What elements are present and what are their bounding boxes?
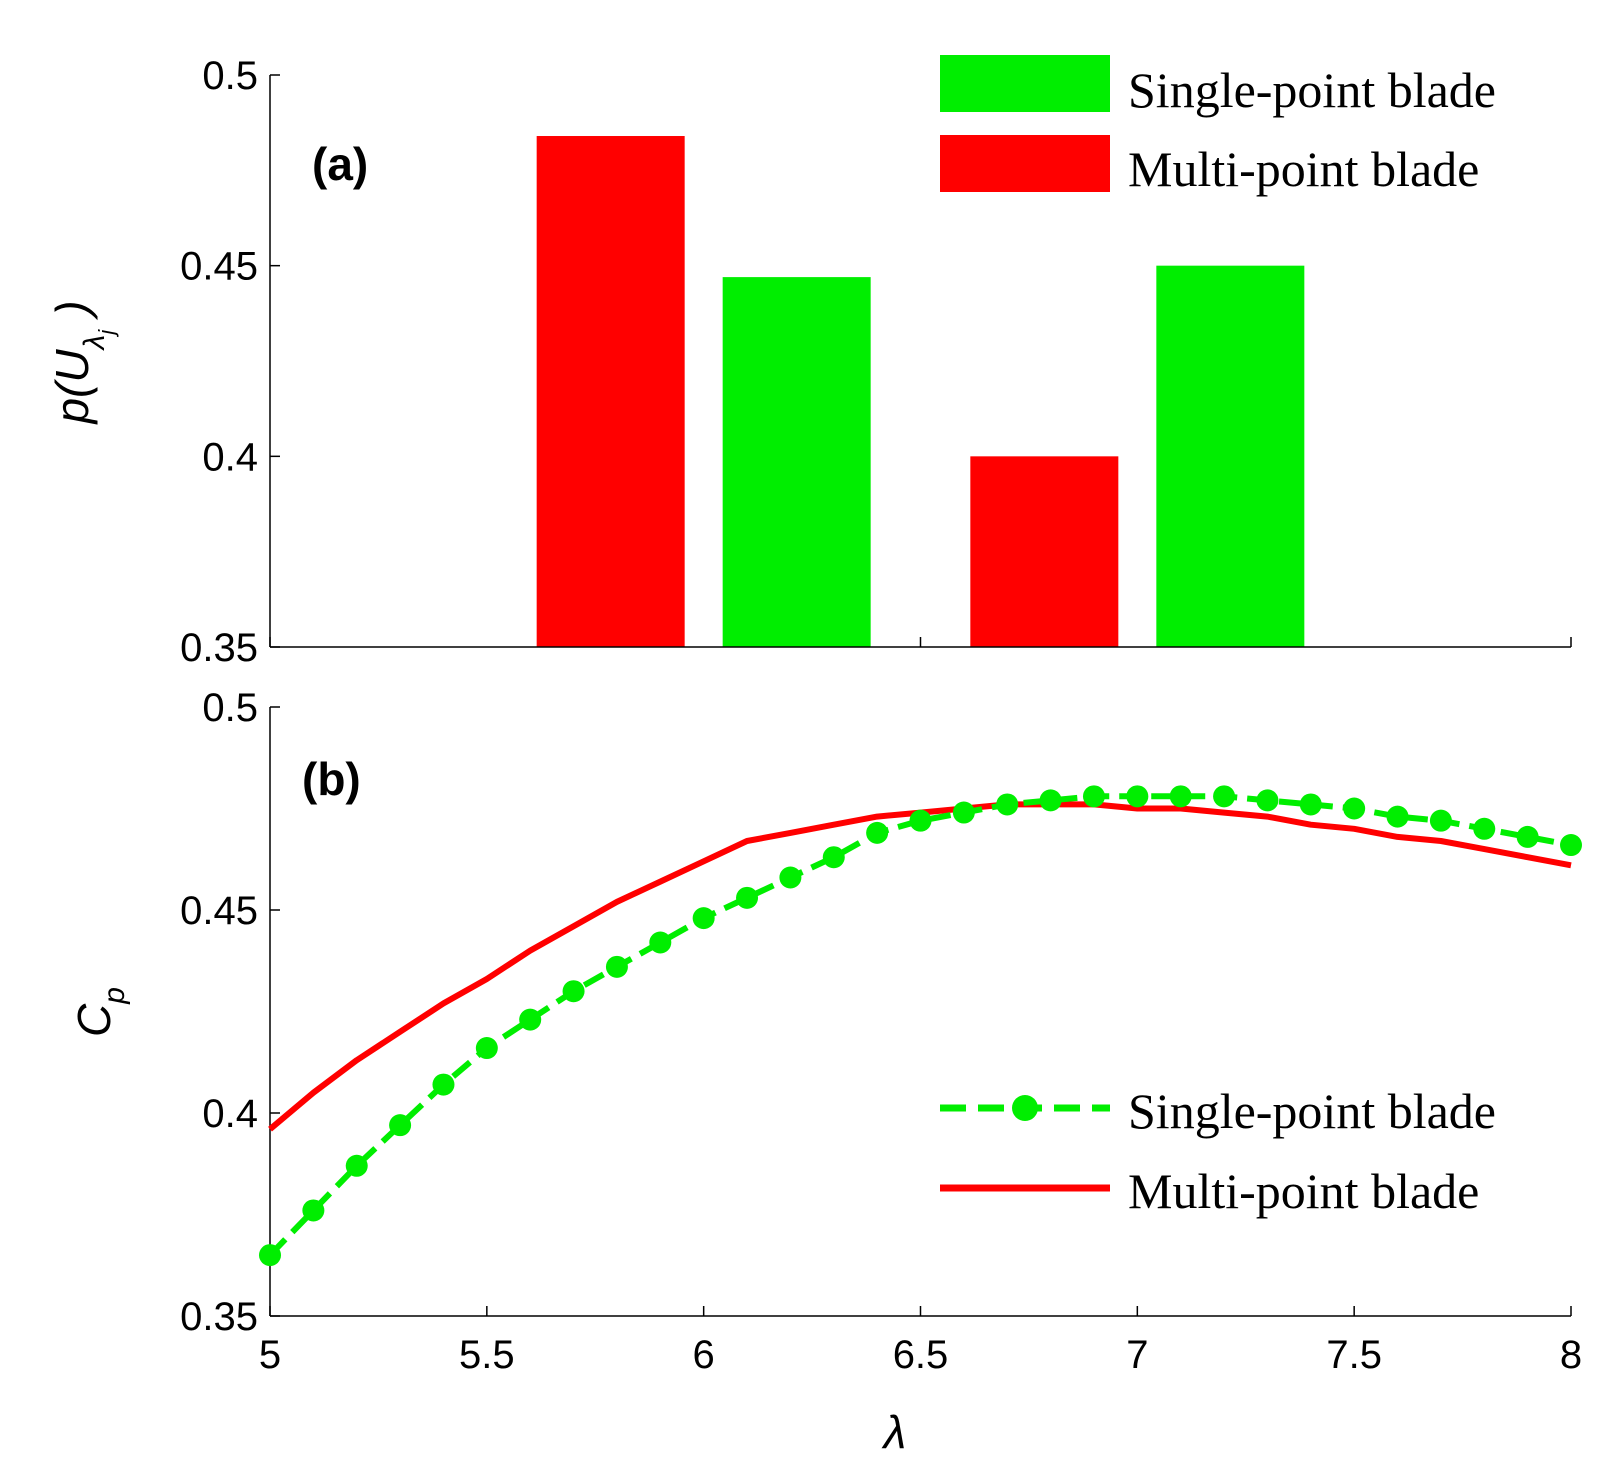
- legend-swatch-multi-point: [940, 135, 1110, 192]
- panel-a: 0.35 0.4 0.45 0.5 (a) Single-point blade Mu…: [46, 54, 1572, 670]
- point-single-point-11: [736, 886, 759, 909]
- point-single-point-30: [1560, 834, 1582, 857]
- legend-swatch-single-point: [940, 55, 1110, 112]
- point-single-point-25: [1343, 797, 1366, 820]
- panel-b-y-label: Cp: [68, 987, 131, 1037]
- point-single-point-8: [605, 955, 628, 978]
- y-tick-label-a-0: 0.35: [180, 626, 258, 670]
- point-single-point-1: [302, 1199, 325, 1222]
- point-single-point-2: [345, 1154, 368, 1177]
- point-single-point-10: [692, 907, 715, 930]
- point-single-point-29: [1516, 825, 1539, 848]
- panel-b-x-label: λ: [881, 1406, 907, 1458]
- y-label-base-b: C: [68, 1003, 120, 1037]
- y-tick-label-b-0: 0.35: [180, 1295, 258, 1339]
- y-tick-label-a-3: 0.5: [202, 54, 258, 98]
- point-single-point-5: [475, 1037, 498, 1060]
- legend-label-single-point: Single-point blade: [1128, 62, 1496, 118]
- y-label-close: ): [46, 300, 98, 320]
- y-label-sub-b: p: [98, 987, 131, 1005]
- point-single-point-16: [952, 801, 975, 824]
- point-single-point-3: [389, 1114, 412, 1137]
- x-tick-label-b-2: 6: [693, 1333, 715, 1377]
- point-single-point-23: [1256, 789, 1279, 812]
- point-single-point-22: [1213, 785, 1236, 808]
- point-single-point-12: [779, 866, 802, 889]
- x-tick-label-b-0: 5: [259, 1333, 281, 1377]
- panel-b-y-ticks: 0.35 0.4 0.45 0.5: [180, 686, 280, 1339]
- bar-single-point-0: [722, 277, 871, 647]
- panel-a-legend: Single-point blade Multi-point blade: [940, 55, 1496, 197]
- point-single-point-20: [1126, 785, 1149, 808]
- point-single-point-28: [1473, 817, 1496, 840]
- point-single-point-27: [1429, 809, 1452, 832]
- panel-b-series: [259, 785, 1582, 1267]
- legend-label-multi-point-b: Multi-point blade: [1128, 1163, 1479, 1219]
- x-tick-label-b-6: 8: [1560, 1333, 1582, 1377]
- y-tick-label-b-3: 0.5: [202, 686, 258, 730]
- point-single-point-19: [1082, 785, 1105, 808]
- panel-b-x-ticks: 5 5.5 6 6.5 7 7.5 8: [259, 1306, 1582, 1377]
- bar-single-point-1: [1156, 265, 1305, 647]
- bar-multi-point-0: [536, 136, 685, 647]
- legend-label-multi-point: Multi-point blade: [1128, 141, 1479, 197]
- point-single-point-0: [259, 1244, 281, 1267]
- point-single-point-9: [649, 931, 672, 954]
- x-tick-label-b-5: 7.5: [1326, 1333, 1382, 1377]
- y-label-sub: λ: [78, 335, 111, 352]
- panel-a-label: (a): [312, 138, 368, 190]
- series-line-multi-point: [268, 801, 1572, 1132]
- panel-a-bars: [536, 136, 1305, 647]
- point-single-point-21: [1169, 785, 1192, 808]
- point-single-point-24: [1299, 793, 1322, 816]
- panel-b-label: (b): [302, 753, 361, 805]
- panel-a-x-ticks: [269, 637, 1572, 647]
- point-single-point-17: [996, 793, 1019, 816]
- y-label-subsub: j: [94, 329, 119, 338]
- point-single-point-15: [909, 809, 932, 832]
- x-tick-label-b-1: 5.5: [459, 1333, 515, 1377]
- y-tick-label-b-2: 0.45: [180, 889, 258, 933]
- point-single-point-4: [432, 1073, 455, 1096]
- point-single-point-6: [519, 1008, 542, 1031]
- panel-b-y-label-text: Cp: [68, 987, 131, 1037]
- x-tick-label-b-3: 6.5: [893, 1333, 949, 1377]
- panel-b: 0.35 0.4 0.45 0.5 5 5.5 6 6.5 7 7.5 8 (b) Single-…: [68, 686, 1582, 1458]
- point-single-point-7: [562, 980, 585, 1003]
- panel-b-legend: Single-point blade Multi-point blade: [940, 1083, 1496, 1219]
- y-tick-label-a-2: 0.45: [180, 245, 258, 289]
- x-tick-label-b-4: 7: [1126, 1333, 1148, 1377]
- point-single-point-26: [1386, 805, 1409, 828]
- legend-label-single-point-b: Single-point blade: [1128, 1083, 1496, 1139]
- panel-a-y-label-text: p(Uλj): [46, 300, 119, 425]
- point-single-point-14: [866, 821, 889, 844]
- panel-a-y-label: p(Uλj): [46, 300, 119, 425]
- legend-marker-single-point: [1012, 1095, 1038, 1121]
- point-single-point-18: [1039, 789, 1062, 812]
- bar-multi-point-1: [970, 456, 1119, 647]
- panel-a-y-ticks: 0.35 0.4 0.45 0.5: [180, 54, 280, 670]
- point-single-point-13: [822, 846, 845, 869]
- y-tick-label-b-1: 0.4: [202, 1092, 258, 1136]
- y-tick-label-a-1: 0.4: [202, 435, 258, 479]
- y-label-base: p(U: [46, 349, 98, 426]
